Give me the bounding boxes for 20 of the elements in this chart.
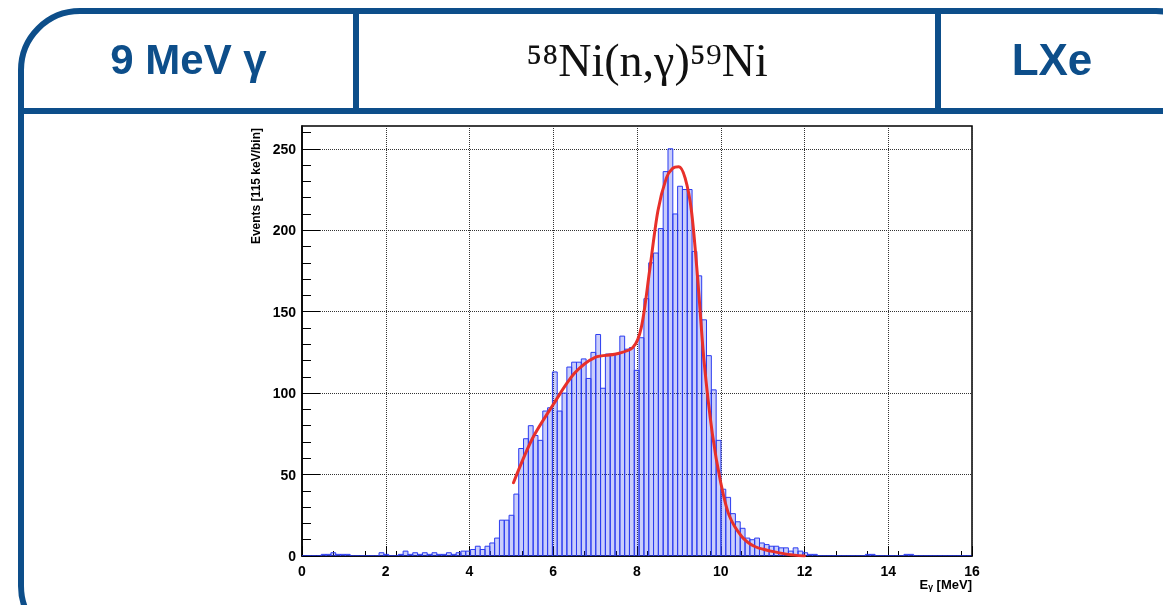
text: 9 MeV γ xyxy=(109,35,268,85)
y-tick-label: 150 xyxy=(272,303,297,320)
x-tick-label: 8 xyxy=(633,563,642,579)
x-tick-label: 4 xyxy=(465,563,474,579)
x-tick-label: 14 xyxy=(880,563,897,579)
y-tick-label: 100 xyxy=(272,385,297,402)
chart-title: ⁵⁸Ni(n,γ)⁵⁹Ni xyxy=(525,33,769,88)
y-tick-label: 200 xyxy=(272,222,297,239)
y-axis-title: Events [115 keV/bin] xyxy=(249,128,263,245)
x-tick-label: 12 xyxy=(796,563,813,579)
x-tick-label: 16 xyxy=(964,563,980,579)
y-tick-label: 50 xyxy=(280,466,297,483)
text: LXe xyxy=(1010,34,1094,86)
y-tick-label: 0 xyxy=(288,548,297,564)
x-tick-label: 10 xyxy=(712,563,729,579)
x-tick-label: 0 xyxy=(298,563,307,579)
x-tick-label: 2 xyxy=(381,563,390,579)
y-tick-label: 250 xyxy=(272,140,297,157)
x-axis-title: Eᵧ [MeV] xyxy=(919,577,972,592)
x-tick-label: 6 xyxy=(549,563,558,579)
